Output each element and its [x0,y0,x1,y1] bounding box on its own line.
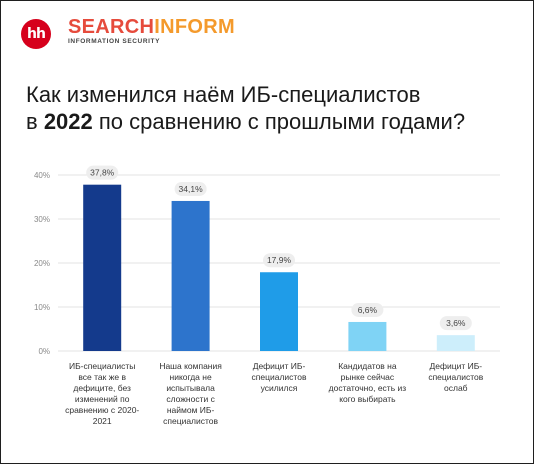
value-label: 6,6% [358,305,378,315]
chart-title: Как изменился наём ИБ-специалистов в 202… [26,81,516,135]
title-line-1: Как изменился наём ИБ-специалистов [26,82,421,107]
category-label: Дефицит ИБ-специалистов ослаб [428,361,484,393]
y-tick-label: 0% [38,347,50,356]
bar [260,272,298,351]
title-line-2: в 2022 по сравнению с прошлыми годами? [26,108,516,135]
value-label-pill [86,165,119,180]
category-label: Дефицит ИБ-специалистов усилился [251,361,307,393]
brand-subtitle: INFORMATION SECURITY [68,38,161,45]
searchinform-logo: SEARCHINFORM INFORMATION SECURITY [68,16,235,45]
value-label: 34,1% [179,184,204,194]
value-label-pill [351,302,384,317]
bar [83,184,122,351]
value-label-pill [439,316,472,331]
searchinform-wordmark: SEARCHINFORM [68,16,235,38]
y-tick-label: 40% [34,171,50,180]
y-tick-label: 30% [34,215,50,224]
bar [171,200,210,351]
value-label-pill [263,253,295,268]
category-label: ИБ-специалисты все так же в дефиците, бе… [65,361,140,426]
brand-part-inform: INFORM [154,16,235,38]
bar [348,321,387,351]
value-label: 17,9% [267,255,292,265]
value-label-pill [174,181,207,196]
bar [436,335,475,351]
category-label: Наша компания никогда не испытывала слож… [159,361,222,426]
value-label: 37,8% [90,168,115,178]
title-year: 2022 [43,109,93,134]
category-label: Кандидатов на рынке сейчас достаточно, е… [328,361,407,404]
value-label: 3,6% [446,318,466,328]
y-tick-label: 10% [34,303,50,312]
y-tick-label: 20% [34,259,50,268]
brand-part-search: SEARCH [68,16,155,38]
title-line-2-post: по сравнению с прошлыми годами? [92,109,466,134]
hh-logo: hh [21,19,51,49]
title-line-2-pre: в [26,109,44,134]
